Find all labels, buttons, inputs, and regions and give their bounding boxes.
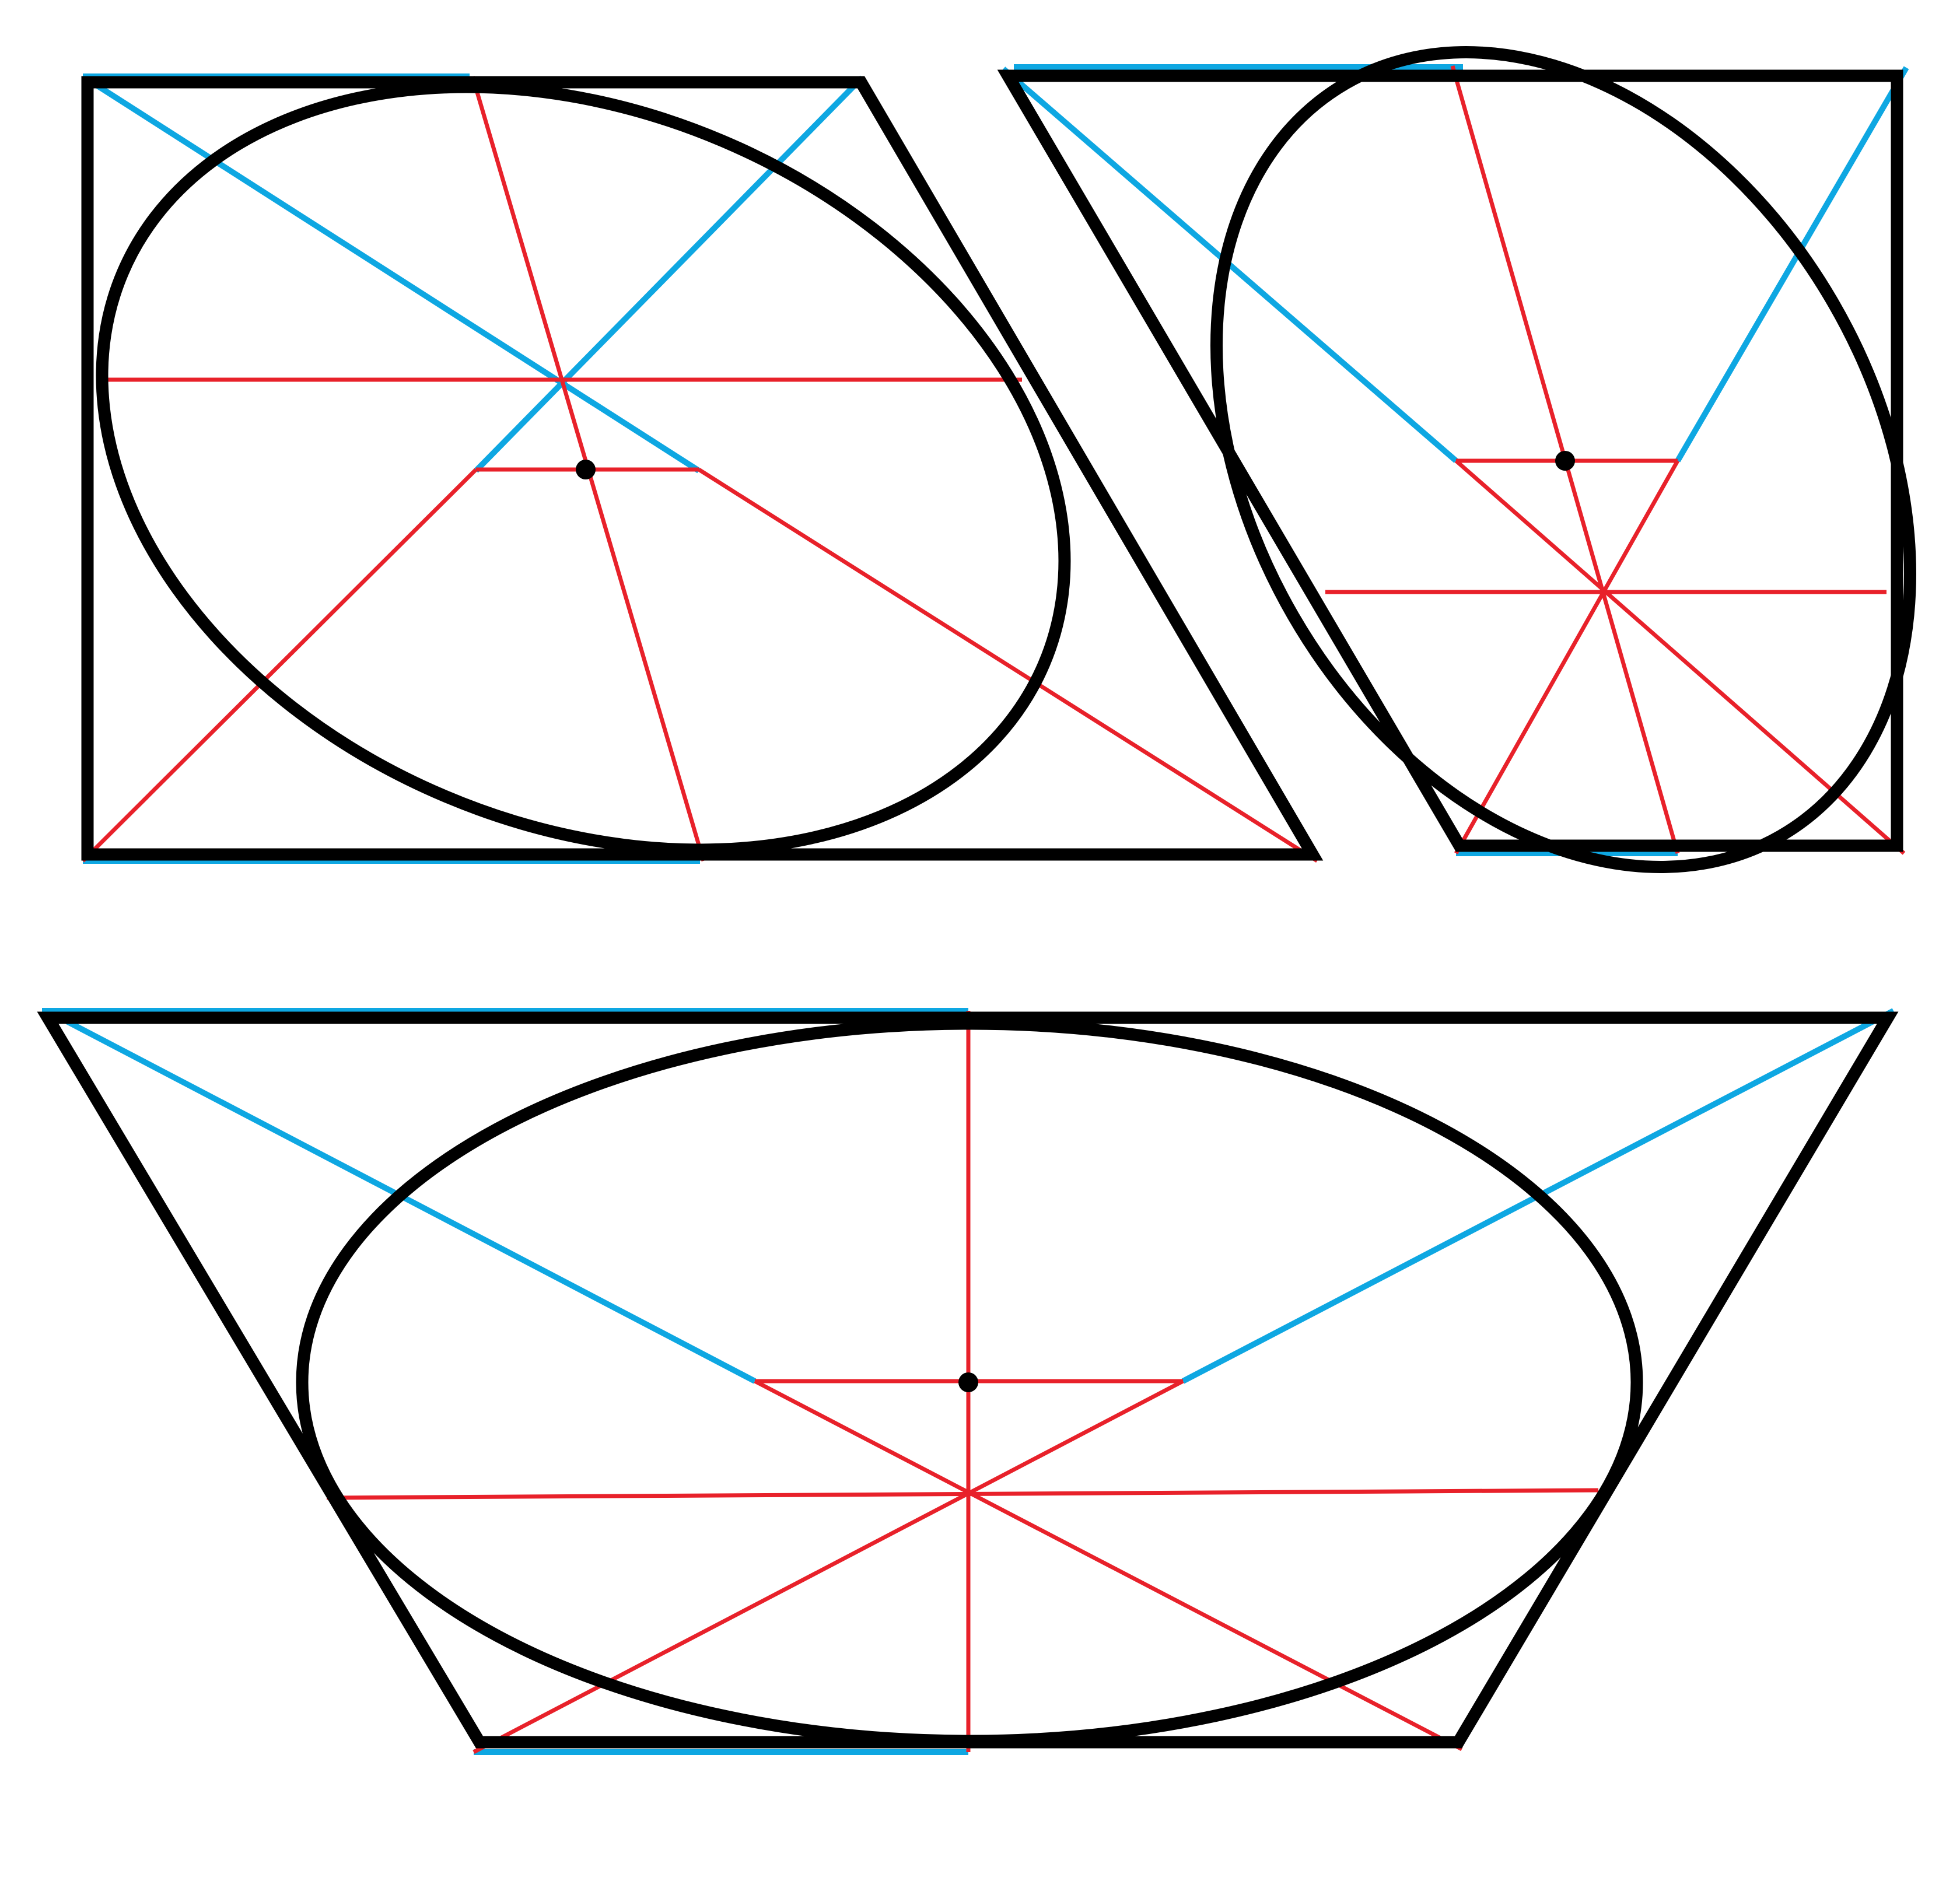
tl-red-diagonal-lower-left: [81, 468, 478, 863]
b-red-diagonal-left: [754, 1379, 1463, 1752]
figure-top-right: [997, 46, 1916, 873]
top-right-outline: [997, 46, 1916, 873]
figure-bottom: [37, 1008, 1899, 1755]
tr-trapezoid: [997, 69, 1903, 852]
tr-ellipse: [1210, 46, 1916, 873]
figure-top-left: [81, 73, 1324, 864]
tl-trapezoid: [81, 76, 1324, 861]
tl-red-diagonal-lower-right: [698, 468, 1318, 863]
tl-blue-diagonal-a: [81, 73, 701, 474]
tr-red-diagonal-lower-right: [1454, 459, 1906, 855]
tl-ellipse: [96, 80, 1071, 856]
tl-blue-diagonal-b: [474, 75, 864, 473]
b-center-dot: [958, 1372, 978, 1392]
tl-center-dot: [576, 460, 596, 479]
tr-center-dot: [1555, 451, 1575, 471]
b-ellipse: [296, 1017, 1643, 1747]
b-red-horizontal-mid: [326, 1488, 1599, 1500]
top-left-outline: [81, 76, 1324, 861]
tr-red-diagonal-lower-left: [1454, 460, 1680, 854]
tr-blue-diagonal-b: [1675, 66, 1909, 463]
b-red-diagonal-right: [473, 1379, 1184, 1754]
bottom-outline: [37, 1011, 1899, 1749]
